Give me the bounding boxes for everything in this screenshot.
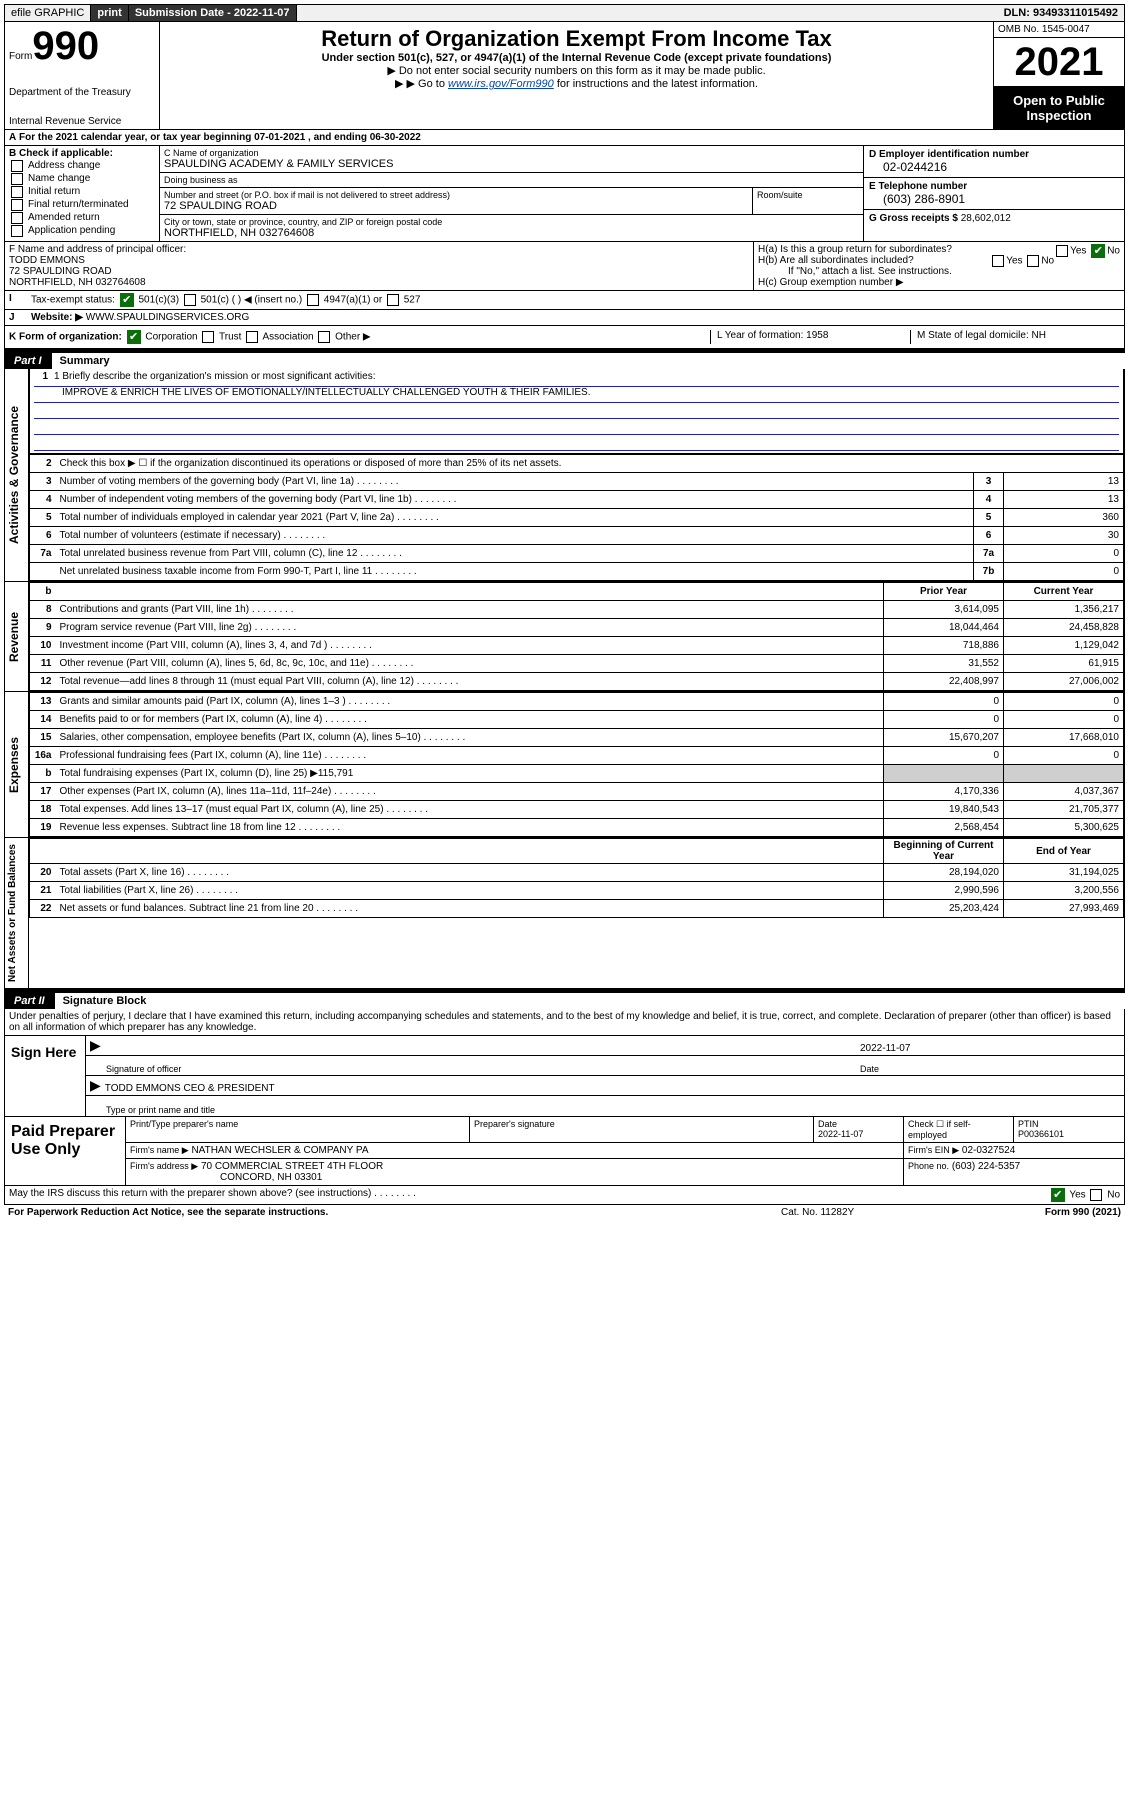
signature-block: Under penalties of perjury, I declare th… [4, 1009, 1125, 1117]
cat-no: Cat. No. 11282Y [781, 1207, 981, 1218]
cb-initial-return[interactable]: Initial return [9, 186, 155, 198]
pra-notice: For Paperwork Reduction Act Notice, see … [8, 1207, 781, 1218]
form-990-page: efile GRAPHIC print Submission Date - 20… [0, 0, 1129, 1224]
officer-name: TODD EMMONS [9, 255, 749, 266]
cb-application-pending[interactable]: Application pending [9, 225, 155, 237]
gross-label: G Gross receipts $ [869, 213, 958, 224]
dept-treasury: Department of the Treasury [9, 87, 155, 98]
cb-name-change[interactable]: Name change [9, 173, 155, 185]
state-domicile: M State of legal domicile: NH [910, 330, 1120, 344]
ein-label: D Employer identification number [869, 149, 1119, 160]
sig-officer-label: Signature of officer [106, 1064, 860, 1074]
expenses-table: 13Grants and similar amounts paid (Part … [29, 692, 1124, 837]
submission-date: Submission Date - 2022-11-07 [129, 5, 297, 21]
part-2-header: Part II Signature Block [4, 989, 1125, 1009]
city: NORTHFIELD, NH 032764608 [164, 227, 859, 239]
row-k: K Form of organization: ✔ Corporation Tr… [4, 326, 1125, 349]
firm-address: Firm's address ▶ 70 COMMERCIAL STREET 4T… [126, 1159, 904, 1185]
disclose-row: May the IRS discuss this return with the… [4, 1186, 1125, 1205]
section-b-entity: B Check if applicable: Address change Na… [4, 146, 1125, 242]
irs-label: Internal Revenue Service [9, 116, 155, 127]
section-activities-governance: Activities & Governance [5, 369, 29, 581]
org-name: SPAULDING ACADEMY & FAMILY SERVICES [164, 158, 859, 170]
prep-name-hdr: Print/Type preparer's name [126, 1117, 470, 1142]
name-title-label: Type or print name and title [106, 1105, 215, 1115]
h-c: H(c) Group exemption number ▶ [758, 277, 1120, 288]
year-formation: L Year of formation: 1958 [710, 330, 910, 344]
page-footer: For Paperwork Reduction Act Notice, see … [4, 1205, 1125, 1220]
subtitle-3: ▶ Go to www.irs.gov/Form990 for instruct… [166, 77, 987, 90]
form-word: Form [9, 51, 32, 62]
officer-addr1: 72 SPAULDING ROAD [9, 266, 749, 277]
section-expenses: Expenses [5, 692, 29, 837]
tax-year: 2021 [994, 38, 1124, 87]
cb-address-change[interactable]: Address change [9, 160, 155, 172]
prep-sig-hdr: Preparer's signature [470, 1117, 814, 1142]
form-number: 990 [32, 24, 99, 69]
row-a-tax-year: A For the 2021 calendar year, or tax yea… [4, 130, 1125, 146]
governance-table: 2Check this box ▶ ☐ if the organization … [29, 454, 1124, 581]
prep-self-emp: Check ☐ if self-employed [904, 1117, 1014, 1142]
paid-preparer-block: Paid Preparer Use Only Print/Type prepar… [4, 1117, 1125, 1186]
cb-amended[interactable]: Amended return [9, 212, 155, 224]
form-header: Form990 Department of the Treasury Inter… [4, 22, 1125, 130]
dba-label: Doing business as [164, 175, 859, 185]
sign-here-label: Sign Here [5, 1036, 85, 1116]
row-j-label: J [5, 310, 27, 325]
firm-phone: Phone no. (603) 224-5357 [904, 1159, 1124, 1185]
mission-block: 11 Briefly describe the organization's m… [29, 369, 1124, 454]
irs-link[interactable]: www.irs.gov/Form990 [448, 78, 554, 90]
officer-addr2: NORTHFIELD, NH 032764608 [9, 277, 749, 288]
website: Website: ▶ WWW.SPAULDINGSERVICES.ORG [27, 310, 1124, 325]
section-net-assets: Net Assets or Fund Balances [5, 838, 29, 988]
street: 72 SPAULDING ROAD [164, 200, 748, 212]
sig-date: 2022-11-07 [860, 1043, 1120, 1054]
firm-ein: Firm's EIN ▶ 02-0327524 [904, 1143, 1124, 1158]
room-label: Room/suite [757, 190, 859, 200]
form-ref: Form 990 (2021) [981, 1207, 1121, 1218]
open-public: Open to Public Inspection [994, 87, 1124, 129]
section-revenue: Revenue [5, 582, 29, 691]
net-assets-table: Beginning of Current YearEnd of Year20To… [29, 838, 1124, 918]
tax-exempt-status: Tax-exempt status: ✔ 501(c)(3) 501(c) ( … [27, 291, 1124, 309]
efile-label: efile GRAPHIC [5, 5, 91, 21]
firm-name: Firm's name ▶ NATHAN WECHSLER & COMPANY … [126, 1143, 904, 1158]
name-label: C Name of organization [164, 148, 859, 158]
row-i-label: I [5, 291, 27, 309]
form-title: Return of Organization Exempt From Incom… [166, 26, 987, 52]
subtitle-1: Under section 501(c), 527, or 4947(a)(1)… [166, 52, 987, 64]
sig-date-label: Date [860, 1064, 1120, 1074]
part-1-header: Part I Summary [4, 349, 1125, 369]
revenue-table: bPrior YearCurrent Year8Contributions an… [29, 582, 1124, 691]
city-label: City or town, state or province, country… [164, 217, 859, 227]
h-a: H(a) Is this a group return for subordin… [758, 244, 1120, 255]
ein: 02-0244216 [869, 160, 1119, 174]
perjury-declaration: Under penalties of perjury, I declare th… [5, 1009, 1124, 1035]
officer-label: F Name and address of principal officer: [9, 244, 749, 255]
row-f-h: F Name and address of principal officer:… [4, 242, 1125, 291]
gross-receipts: 28,602,012 [961, 213, 1011, 224]
telephone: (603) 286-8901 [869, 192, 1119, 206]
street-label: Number and street (or P.O. box if mail i… [164, 190, 748, 200]
tel-label: E Telephone number [869, 181, 1119, 192]
print-button[interactable]: print [91, 5, 128, 21]
officer-name-title: TODD EMMONS CEO & PRESIDENT [105, 1083, 1120, 1094]
subtitle-2: Do not enter social security numbers on … [166, 64, 987, 77]
paid-preparer-label: Paid Preparer Use Only [5, 1117, 125, 1185]
omb-number: OMB No. 1545-0047 [994, 22, 1124, 38]
prep-date: Date2022-11-07 [814, 1117, 904, 1142]
prep-ptin: PTINP00366101 [1014, 1117, 1124, 1142]
cb-final-return[interactable]: Final return/terminated [9, 199, 155, 211]
dln: DLN: 93493311015492 [998, 5, 1124, 21]
col-b-label: B Check if applicable: [9, 148, 155, 159]
top-bar: efile GRAPHIC print Submission Date - 20… [4, 4, 1125, 22]
h-b2: If "No," attach a list. See instructions… [758, 266, 1120, 277]
